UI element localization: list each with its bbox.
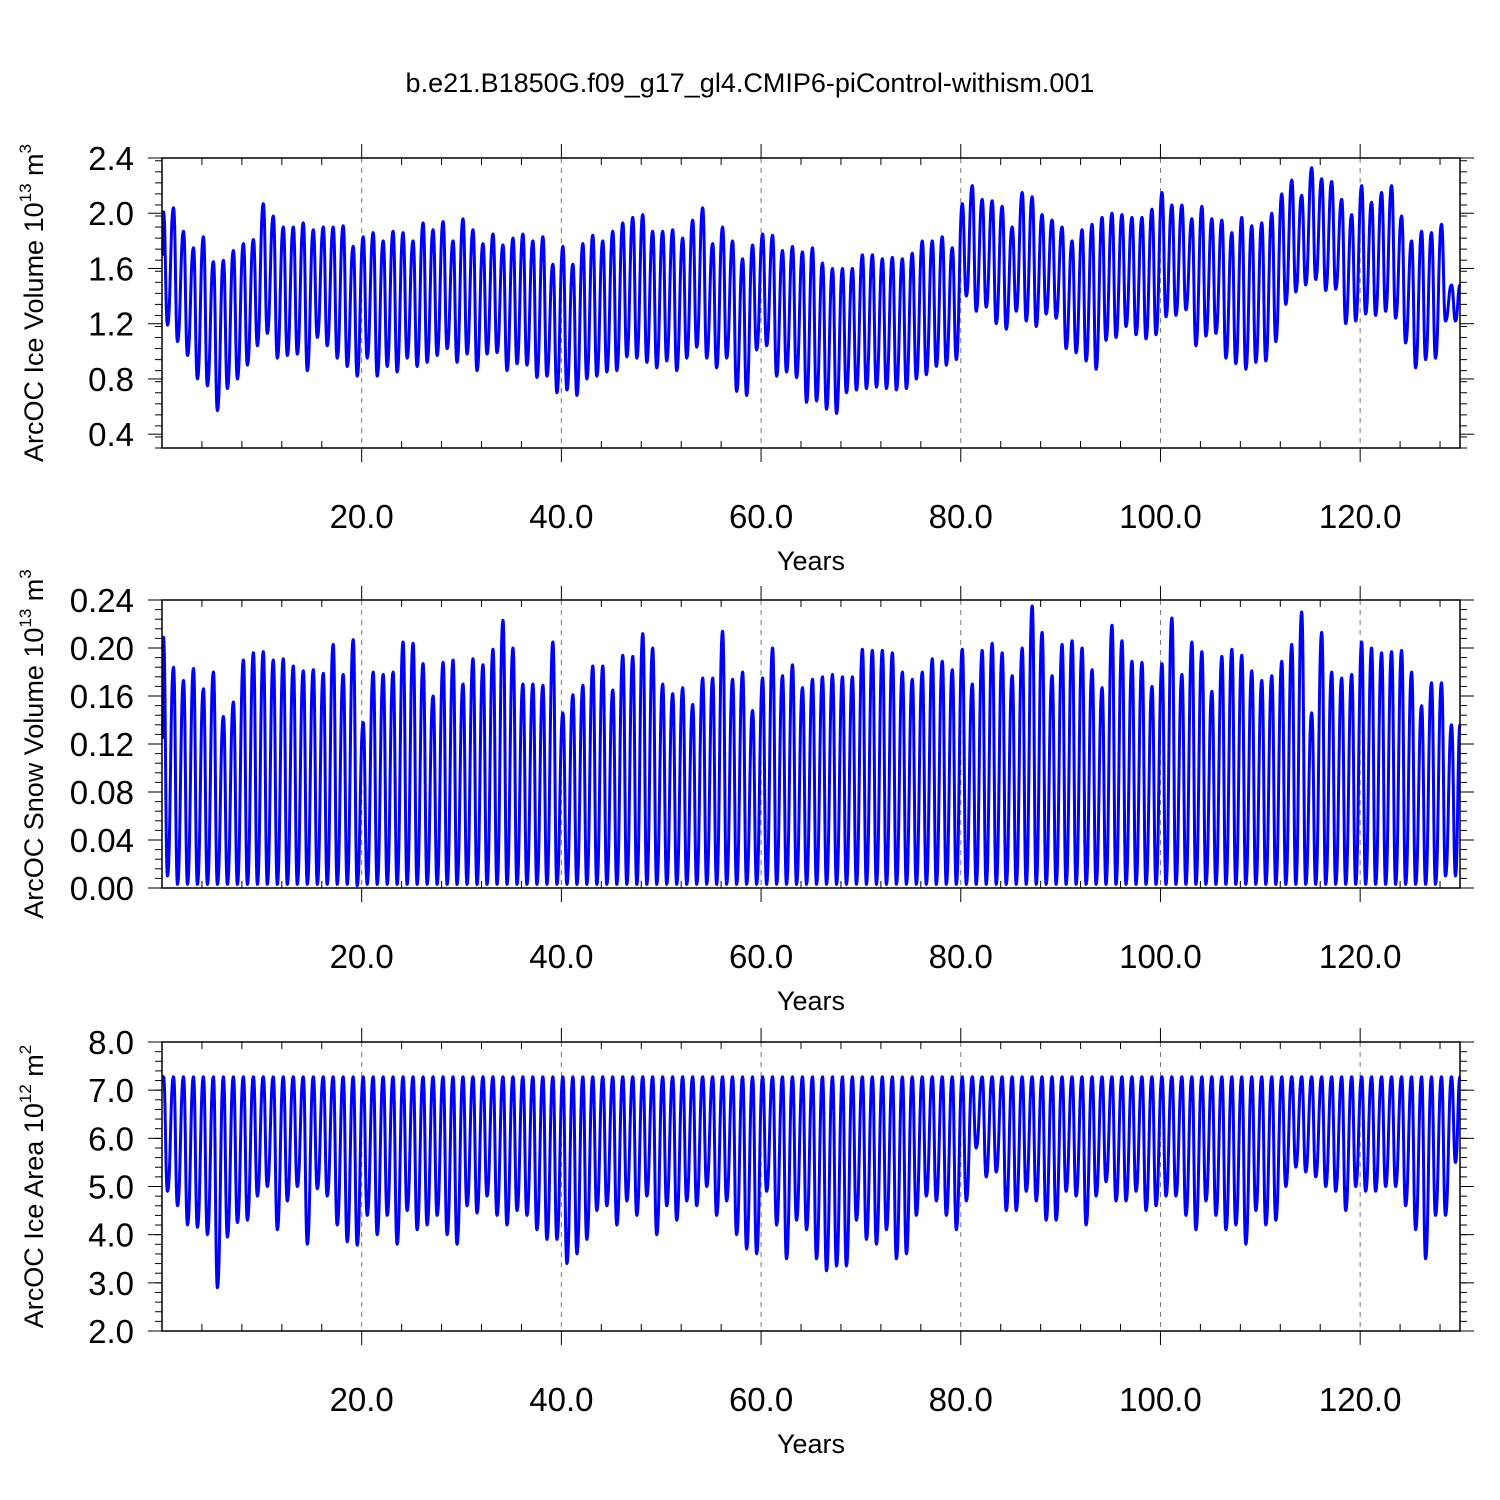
x-axis-label: Years	[777, 986, 845, 1016]
x-tick-label: 120.0	[1319, 1381, 1402, 1418]
y-tick-label: 0.04	[70, 822, 134, 859]
y-axis-label-superscript: 2	[16, 1045, 35, 1054]
y-axis-label: ArcOC Ice Area 1012 m2	[16, 1045, 49, 1329]
x-tick-label: 120.0	[1319, 938, 1402, 975]
series-line	[162, 1075, 1462, 1290]
y-axis-label-part: ArcOC Ice Volume 10	[19, 202, 49, 462]
y-tick-label: 0.20	[70, 630, 134, 667]
chart-panels: 20.0 40.0 60.0 80.0 100.0 120.0 0.4 0.8 1.2 1.6 2.…	[16, 140, 1474, 1459]
chart-panel-2: 20.0 40.0 60.0 80.0 100.0 120.0 0.00 0.04 0.08 0.…	[16, 569, 1474, 1016]
plot-frame	[161, 599, 1461, 889]
y-tick-label: 0.24	[70, 582, 134, 619]
chart-panel-1: 20.0 40.0 60.0 80.0 100.0 120.0 0.4 0.8 1.2 1.6 2.…	[16, 140, 1474, 576]
y-tick-label: 3.0	[88, 1265, 134, 1302]
y-axis-label-part: m	[19, 579, 49, 609]
plot-frame	[161, 157, 1461, 449]
y-tick-label: 0.12	[70, 726, 134, 763]
x-tick-label: 100.0	[1119, 1381, 1202, 1418]
series-line	[161, 604, 1462, 888]
x-axis-label: Years	[777, 546, 845, 576]
x-tick-label: 80.0	[929, 498, 993, 535]
y-axis-label-part: m	[19, 153, 49, 183]
x-tick-label: 120.0	[1319, 498, 1402, 535]
x-tick-label: 20.0	[330, 498, 394, 535]
y-tick-label: 0.8	[88, 361, 134, 398]
y-tick-label: 2.4	[88, 140, 134, 177]
y-axis-label-part: m	[19, 1054, 49, 1084]
x-tick-label: 40.0	[529, 498, 593, 535]
figure-title: b.e21.B1850G.f09_g17_gl4.CMIP6-piControl…	[406, 68, 1095, 98]
x-tick-label: 20.0	[330, 1381, 394, 1418]
plot-frame	[161, 1041, 1461, 1332]
y-axis-label-superscript: 13	[16, 183, 35, 202]
y-axis-label-superscript: 3	[16, 569, 35, 578]
y-axis-label-part: ArcOC Snow Volume 10	[19, 628, 49, 919]
x-tick-label: 80.0	[929, 938, 993, 975]
y-tick-label: 2.0	[88, 1313, 134, 1350]
x-tick-label: 100.0	[1119, 498, 1202, 535]
y-axis-label: ArcOC Snow Volume 1013 m3	[16, 569, 49, 919]
series-line	[161, 166, 1462, 415]
x-tick-label: 80.0	[929, 1381, 993, 1418]
y-tick-label: 8.0	[88, 1024, 134, 1061]
y-tick-label: 7.0	[88, 1072, 134, 1109]
y-tick-label: 2.0	[88, 195, 134, 232]
y-tick-label: 1.2	[88, 306, 134, 343]
x-tick-label: 40.0	[529, 938, 593, 975]
x-axis-label: Years	[777, 1429, 845, 1459]
y-tick-label: 6.0	[88, 1120, 134, 1157]
x-tick-label: 60.0	[729, 938, 793, 975]
y-tick-label: 0.16	[70, 678, 134, 715]
y-axis-label-superscript: 13	[16, 609, 35, 628]
y-tick-label: 5.0	[88, 1169, 134, 1206]
x-tick-label: 60.0	[729, 1381, 793, 1418]
y-tick-label: 4.0	[88, 1217, 134, 1254]
y-tick-label: 0.00	[70, 870, 134, 907]
x-tick-label: 100.0	[1119, 938, 1202, 975]
chart-panel-3: 20.0 40.0 60.0 80.0 100.0 120.0 2.0 3.0 4.0 5.0 6.…	[16, 1024, 1474, 1459]
y-axis-label-superscript: 12	[16, 1084, 35, 1103]
x-tick-label: 40.0	[529, 1381, 593, 1418]
x-tick-label: 60.0	[729, 498, 793, 535]
y-tick-label: 0.4	[88, 416, 134, 453]
y-axis-label-part: ArcOC Ice Area 10	[19, 1103, 49, 1328]
y-tick-label: 0.08	[70, 774, 134, 811]
x-tick-label: 20.0	[330, 938, 394, 975]
y-axis-label: ArcOC Ice Volume 1013 m3	[16, 144, 49, 462]
y-tick-label: 1.6	[88, 250, 134, 287]
y-axis-label-superscript: 3	[16, 144, 35, 153]
